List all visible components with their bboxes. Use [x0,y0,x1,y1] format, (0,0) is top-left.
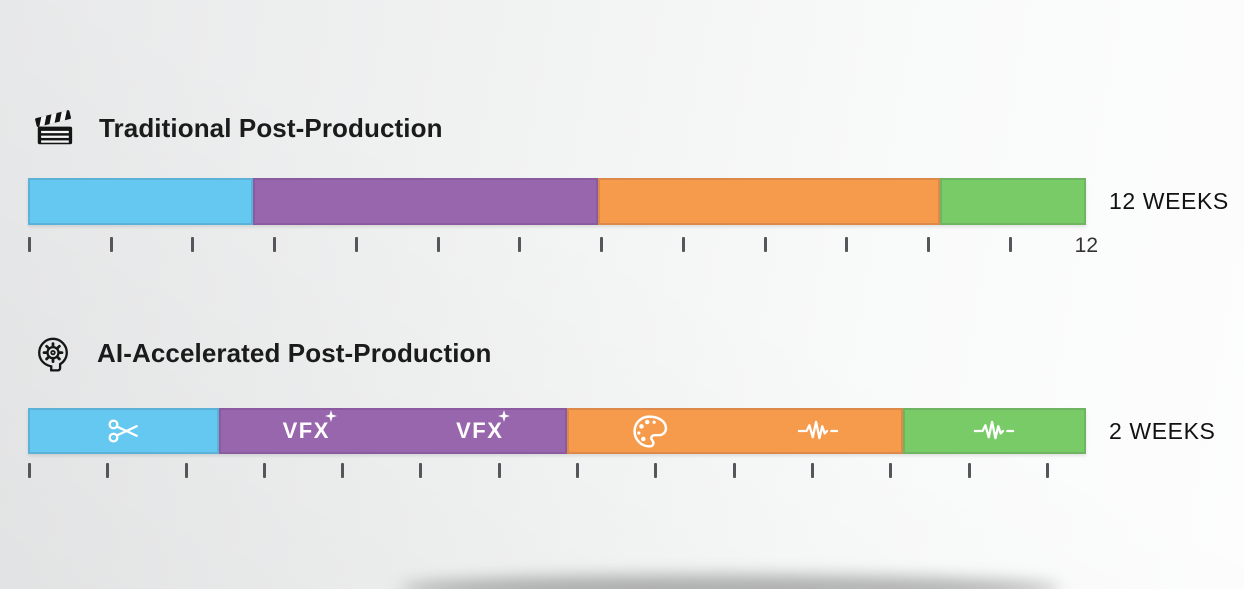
vfx-label: VFX [282,410,337,443]
ruler-tick [106,463,110,478]
ai-timeline-bar: VFX VFX [28,408,1086,454]
ruler-tick [436,237,440,252]
ruler-tick [497,463,501,478]
ruler-tick [600,237,604,252]
traditional-bar-row: 12 WEEKS [28,178,1229,225]
section-header-traditional: Traditional Post-Production [33,103,443,153]
palette-icon [633,414,668,448]
ruler-tick [576,463,580,478]
traditional-timeline-bar [28,178,1086,225]
ruler-tick [810,463,814,478]
section-title-ai: AI-Accelerated Post-Production [97,337,492,368]
section-header-ai: AI-Accelerated Post-Production [33,330,492,376]
ai-bar-row: VFX VFX 2 WEEKS [28,408,1215,454]
bar-segment [253,178,599,225]
ruler-tick [927,237,931,252]
bar-segment [939,178,1086,225]
ruler-tick [654,463,658,478]
ruler-tick [191,237,195,252]
ruler-tick [184,463,188,478]
sparkle-icon [498,410,511,422]
bar-segment [566,408,903,454]
bar-segment [28,178,254,225]
ruler-tick [354,237,358,252]
ruler-tick [273,237,277,252]
bar-segment [902,408,1086,454]
ruler-tick [109,237,113,252]
bar-segment [28,408,220,454]
floor-shadow [400,575,1060,589]
ruler-tick [681,237,685,252]
ai-duration-label: 2 WEEKS [1109,417,1216,444]
vfx-label: VFX [456,410,511,443]
ruler-tick [28,463,31,478]
vfx-text: VFX [456,418,504,443]
vfx-text: VFX [282,418,330,443]
ruler-tick [518,237,522,252]
sparkle-icon [324,410,337,422]
ruler-tick [341,463,345,478]
ruler-tick [262,463,266,478]
ruler-tick [28,237,31,252]
ruler-end-label: 12 [1074,234,1098,257]
traditional-ruler: 12 [28,234,1098,257]
ai-brain-gear-icon [33,332,73,375]
ruler-tick [889,463,893,478]
ruler-tick [967,463,971,478]
clapperboard-icon [33,106,75,150]
audio-waveform-icon [974,420,1015,440]
ruler-tick [732,463,736,478]
ruler-tick [763,237,767,252]
ruler-tick [1045,463,1049,478]
ruler-tick [1008,237,1012,252]
bar-segment [598,178,940,225]
section-title-traditional: Traditional Post-Production [99,112,443,143]
traditional-duration-label: 12 WEEKS [1109,188,1229,214]
ai-ruler [28,463,1086,479]
scissors-icon [108,419,138,443]
tick-row [28,237,1012,253]
audio-waveform-icon [797,420,838,440]
ruler-tick [845,237,849,252]
bar-segment: VFX VFX [219,408,567,454]
tick-row [28,463,1049,479]
ruler-tick [419,463,423,478]
